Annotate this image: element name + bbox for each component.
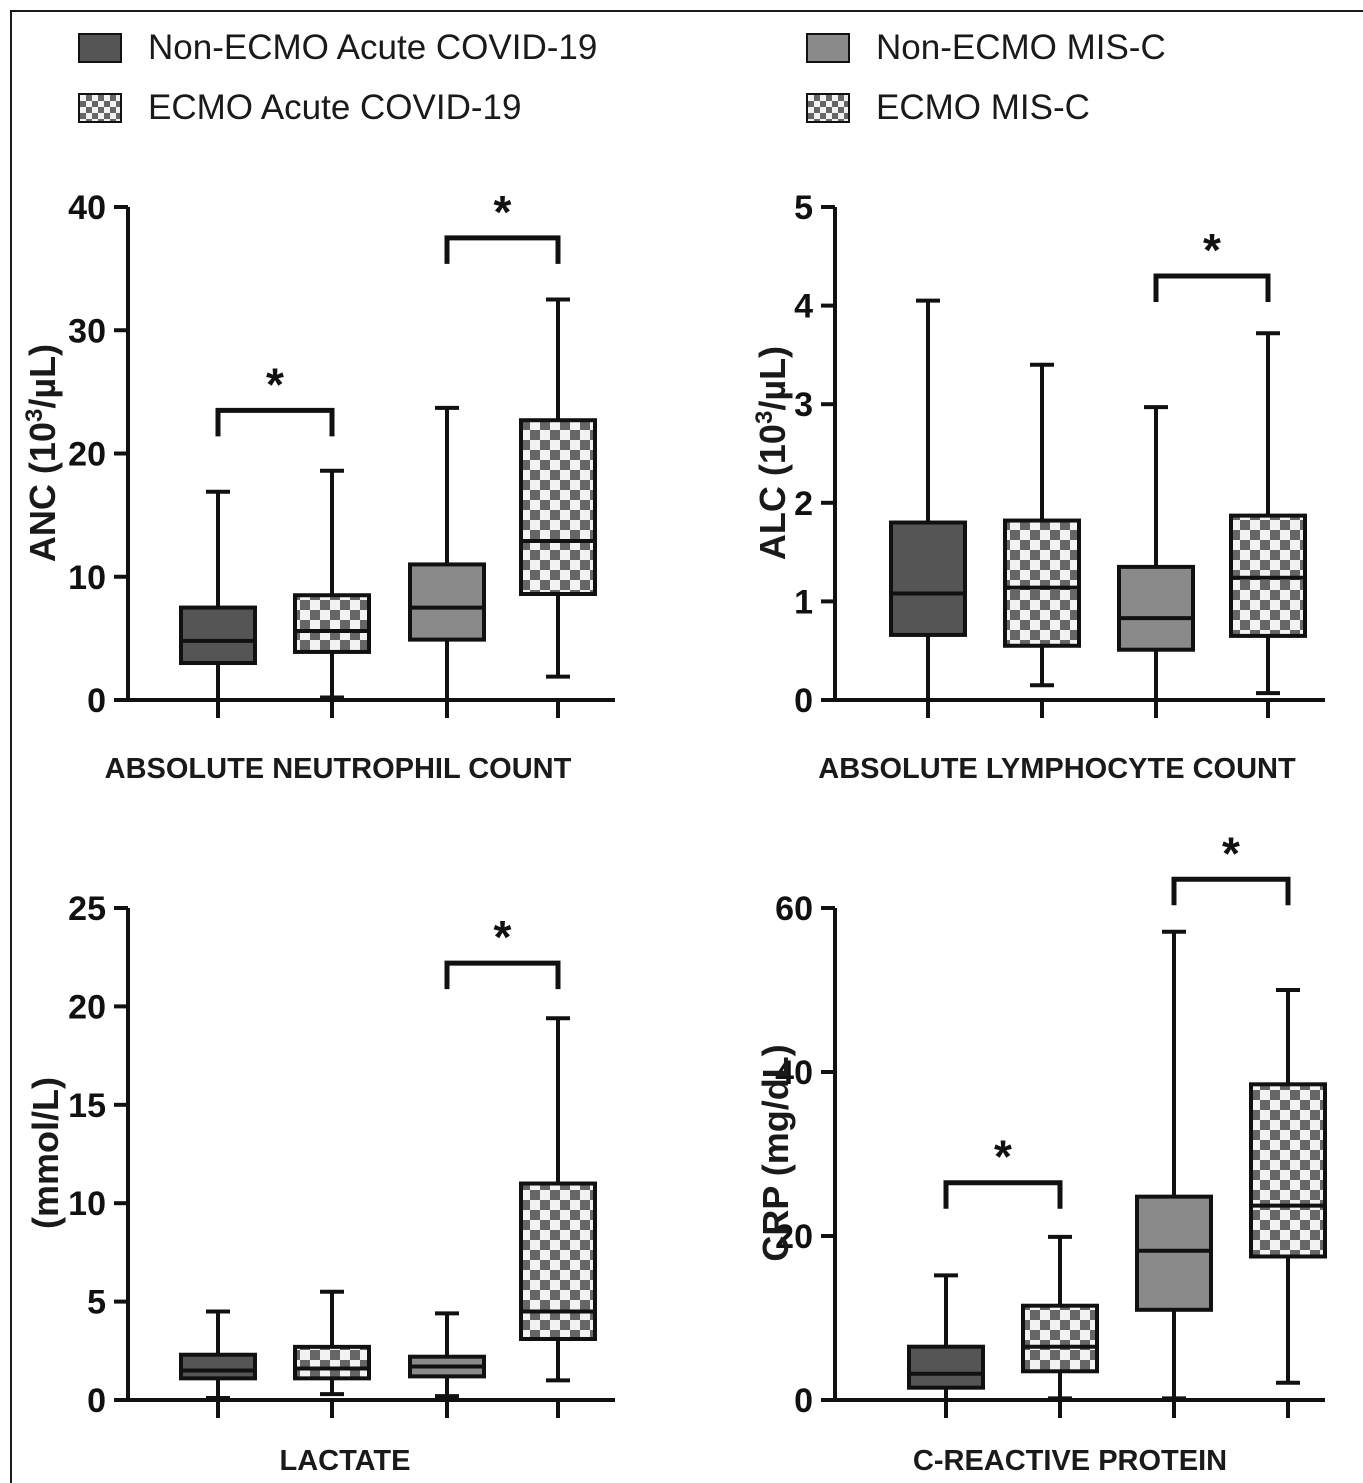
box-2	[1117, 405, 1195, 702]
y-tick-label: 20	[68, 436, 106, 474]
significance-bracket	[444, 235, 561, 264]
y-tick-label: 0	[794, 682, 813, 720]
panel-title: ABSOLUTE NEUTROPHIL COUNT	[105, 753, 572, 785]
y-tick-label: 1	[794, 583, 813, 621]
legend-swatch-solid-light	[806, 33, 850, 63]
panel-title: ABSOLUTE LYMPHOCYTE COUNT	[818, 753, 1296, 785]
y-tick-label: 10	[68, 559, 106, 597]
legend-item-non-ecmo-misc: Non-ECMO MIS-C	[806, 28, 1166, 68]
y-tick-label: 20	[775, 1218, 813, 1256]
box-iqr	[1003, 518, 1081, 648]
box-iqr	[1021, 1303, 1099, 1374]
y-tick-label: 4	[794, 288, 813, 326]
significance-star: *	[266, 358, 284, 410]
box-iqr	[519, 418, 597, 597]
box-iqr	[179, 1352, 257, 1381]
y-tick-label: 10	[68, 1185, 106, 1223]
y-tick-label: 0	[794, 1382, 813, 1420]
significance-bracket	[215, 407, 335, 437]
legend-swatch-solid-dark	[78, 33, 122, 63]
y-tick-label: 40	[775, 1054, 813, 1092]
significance-star: *	[1222, 827, 1240, 879]
y-tick-label: 5	[87, 1284, 106, 1322]
box-2	[408, 405, 486, 702]
box-iqr	[408, 562, 486, 642]
box-iqr	[1117, 564, 1195, 652]
significance-bracket	[1153, 273, 1271, 303]
panel-1: 0 1 2 3 4 5 * ABSOLUTE LYMPHOCYTE COUNT ALC (103…	[751, 189, 1325, 785]
legend-swatch-checker	[78, 93, 122, 123]
box-1	[1021, 1234, 1099, 1401]
y-tick-label: 25	[68, 890, 106, 928]
box-1	[1003, 362, 1081, 688]
y-axis-label: ALC (103/µL)	[751, 346, 794, 560]
panel-2: 0 5 10 15 20 25 * LACTATE (mmol/L)	[25, 890, 615, 1477]
legend-label: Non-ECMO Acute COVID-19	[148, 28, 598, 67]
box-iqr	[293, 593, 371, 654]
box-3	[519, 297, 597, 679]
significance-bracket	[1171, 876, 1291, 906]
y-tick-label: 60	[775, 890, 813, 928]
box-0	[907, 1273, 985, 1402]
legend-label: ECMO Acute COVID-19	[148, 88, 522, 127]
significance-star: *	[994, 1131, 1012, 1183]
significance-star: *	[1203, 224, 1221, 276]
panel-3: 0 20 40 60 * * C-REACTIVE PROTEIN CRP (mg/dL)	[755, 827, 1327, 1477]
legend-item-ecmo-misc: ECMO MIS-C	[806, 88, 1090, 128]
box-2	[1135, 929, 1213, 1401]
legend-swatch-checker	[806, 93, 850, 123]
y-axis-label: ANC (103/µL)	[21, 344, 64, 562]
panel-title: C-REACTIVE PROTEIN	[913, 1445, 1227, 1477]
y-tick-label: 0	[87, 682, 106, 720]
box-iqr	[519, 1181, 597, 1341]
box-1	[293, 1289, 371, 1397]
significance-bracket	[943, 1180, 1063, 1209]
y-axis-label: CRP (mg/dL)	[755, 1044, 796, 1261]
y-tick-label: 5	[794, 189, 813, 227]
box-3	[1249, 988, 1327, 1385]
box-iqr	[179, 605, 257, 666]
box-0	[179, 1309, 257, 1401]
box-3	[519, 1016, 597, 1383]
box-iqr	[907, 1344, 985, 1390]
y-axis-label: (mmol/L)	[25, 1077, 66, 1229]
legend-label: ECMO MIS-C	[876, 88, 1090, 127]
box-2	[408, 1311, 486, 1399]
box-0	[179, 489, 257, 702]
box-iqr	[889, 520, 967, 637]
y-tick-label: 2	[794, 485, 813, 523]
y-tick-label: 30	[68, 312, 106, 350]
y-tick-label: 3	[794, 386, 813, 424]
box-iqr	[293, 1344, 371, 1381]
significance-star: *	[494, 911, 512, 963]
significance-bracket	[444, 960, 561, 990]
significance-star: *	[494, 186, 512, 238]
box-1	[293, 468, 371, 700]
figure-frame	[10, 10, 1363, 1483]
y-tick-label: 20	[68, 988, 106, 1026]
legend-item-non-ecmo-acute: Non-ECMO Acute COVID-19	[78, 28, 597, 68]
y-tick-label: 40	[68, 189, 106, 227]
box-iqr	[1135, 1194, 1213, 1312]
y-tick-label: 0	[87, 1382, 106, 1420]
box-iqr	[1249, 1082, 1327, 1259]
panel-0: 0 10 20 30 40 * * ABSOLUTE NEUTROPHIL COUNT ANC …	[21, 186, 615, 785]
y-tick-label: 15	[68, 1087, 106, 1125]
legend-item-ecmo-acute: ECMO Acute COVID-19	[78, 88, 521, 128]
box-0	[889, 298, 967, 702]
legend-label: Non-ECMO MIS-C	[876, 28, 1166, 67]
panel-title: LACTATE	[279, 1445, 410, 1477]
box-3	[1229, 331, 1307, 696]
